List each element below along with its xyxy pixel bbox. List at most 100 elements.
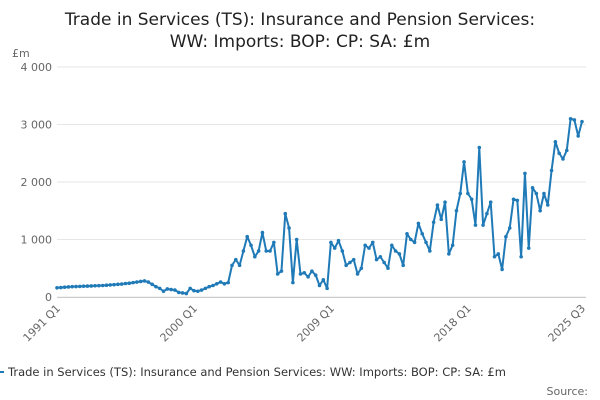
data-point xyxy=(214,281,219,286)
data-point xyxy=(359,266,364,271)
data-point xyxy=(123,281,128,286)
data-point xyxy=(294,237,299,242)
x-tick-label: 2009 Q1 xyxy=(294,302,337,345)
data-point xyxy=(62,285,67,290)
data-point xyxy=(112,282,116,287)
data-point xyxy=(500,267,504,272)
data-point xyxy=(507,226,512,230)
data-point xyxy=(100,283,105,288)
data-point xyxy=(268,249,272,253)
data-point xyxy=(568,116,573,121)
x-tick-label: 2018 Q1 xyxy=(431,302,474,345)
data-point xyxy=(203,286,208,291)
data-point xyxy=(93,283,97,288)
data-point xyxy=(89,284,94,288)
data-point xyxy=(180,291,185,295)
x-tick-label: 2025 Q3 xyxy=(546,302,589,345)
data-point xyxy=(138,279,143,284)
data-point xyxy=(55,286,59,290)
data-point xyxy=(275,272,280,276)
data-point xyxy=(473,223,478,227)
data-point xyxy=(519,254,523,259)
data-point xyxy=(279,269,284,273)
data-point xyxy=(428,249,432,253)
data-point xyxy=(253,254,257,259)
data-point xyxy=(116,282,120,287)
data-point xyxy=(481,223,485,227)
data-point xyxy=(199,288,204,292)
data-point xyxy=(298,272,303,276)
x-tick-label: 2000 Q1 xyxy=(158,302,201,345)
data-point xyxy=(310,269,314,273)
data-point xyxy=(504,234,508,239)
data-point xyxy=(576,134,580,138)
data-point xyxy=(534,191,539,196)
data-point xyxy=(485,211,489,216)
data-point xyxy=(195,289,200,294)
data-point xyxy=(496,252,501,256)
data-point xyxy=(207,284,211,289)
y-tick-label: 2 000 xyxy=(21,176,53,189)
data-point xyxy=(150,282,154,287)
data-point xyxy=(237,263,242,268)
data-point xyxy=(325,286,329,291)
data-point xyxy=(264,249,269,253)
data-point xyxy=(173,288,177,292)
data-point xyxy=(553,139,558,144)
data-point xyxy=(230,263,234,268)
data-point xyxy=(142,279,147,283)
data-point xyxy=(469,197,474,202)
data-point xyxy=(523,171,527,176)
data-point xyxy=(218,280,223,284)
data-point xyxy=(580,119,584,124)
data-point xyxy=(272,240,276,245)
data-point xyxy=(165,287,170,291)
data-point xyxy=(355,272,360,276)
data-point xyxy=(530,185,535,190)
data-point xyxy=(511,197,516,202)
data-point xyxy=(192,288,196,293)
data-point xyxy=(420,231,425,236)
data-point xyxy=(424,240,428,245)
data-point xyxy=(74,284,78,289)
data-point xyxy=(226,280,230,285)
source: Source: xyxy=(547,385,589,398)
data-point xyxy=(450,243,455,248)
data-point xyxy=(435,203,440,207)
data-point xyxy=(370,240,375,245)
data-point xyxy=(332,246,337,250)
data-point xyxy=(317,283,322,288)
data-point xyxy=(416,221,421,226)
data-point xyxy=(78,284,82,289)
data-point xyxy=(146,280,151,284)
data-point xyxy=(85,284,90,288)
data-point xyxy=(405,231,409,236)
data-point xyxy=(382,260,386,265)
data-point xyxy=(378,254,383,259)
data-point xyxy=(188,286,192,291)
data-point xyxy=(538,208,542,213)
chart-title: Trade in Services (TS): Insurance and Pe… xyxy=(64,10,535,30)
data-point xyxy=(545,203,550,207)
data-point xyxy=(234,257,238,262)
data-point xyxy=(135,280,139,284)
data-point xyxy=(477,145,482,150)
data-point xyxy=(287,226,291,230)
data-point xyxy=(59,285,63,290)
data-point xyxy=(492,254,497,259)
data-point xyxy=(131,280,135,285)
data-point xyxy=(549,168,554,173)
data-point xyxy=(184,291,189,296)
data-point xyxy=(336,238,341,243)
y-tick-label: 0 xyxy=(45,291,52,304)
data-point xyxy=(344,263,348,268)
data-point xyxy=(466,191,470,196)
data-point xyxy=(447,252,451,256)
data-point xyxy=(283,211,288,216)
data-point xyxy=(561,157,565,161)
data-point xyxy=(564,148,569,153)
data-point xyxy=(462,160,466,164)
y-tick-label: 1 000 xyxy=(21,234,53,247)
chart-title: WW: Imports: BOP: CP: SA: £m xyxy=(170,32,431,52)
